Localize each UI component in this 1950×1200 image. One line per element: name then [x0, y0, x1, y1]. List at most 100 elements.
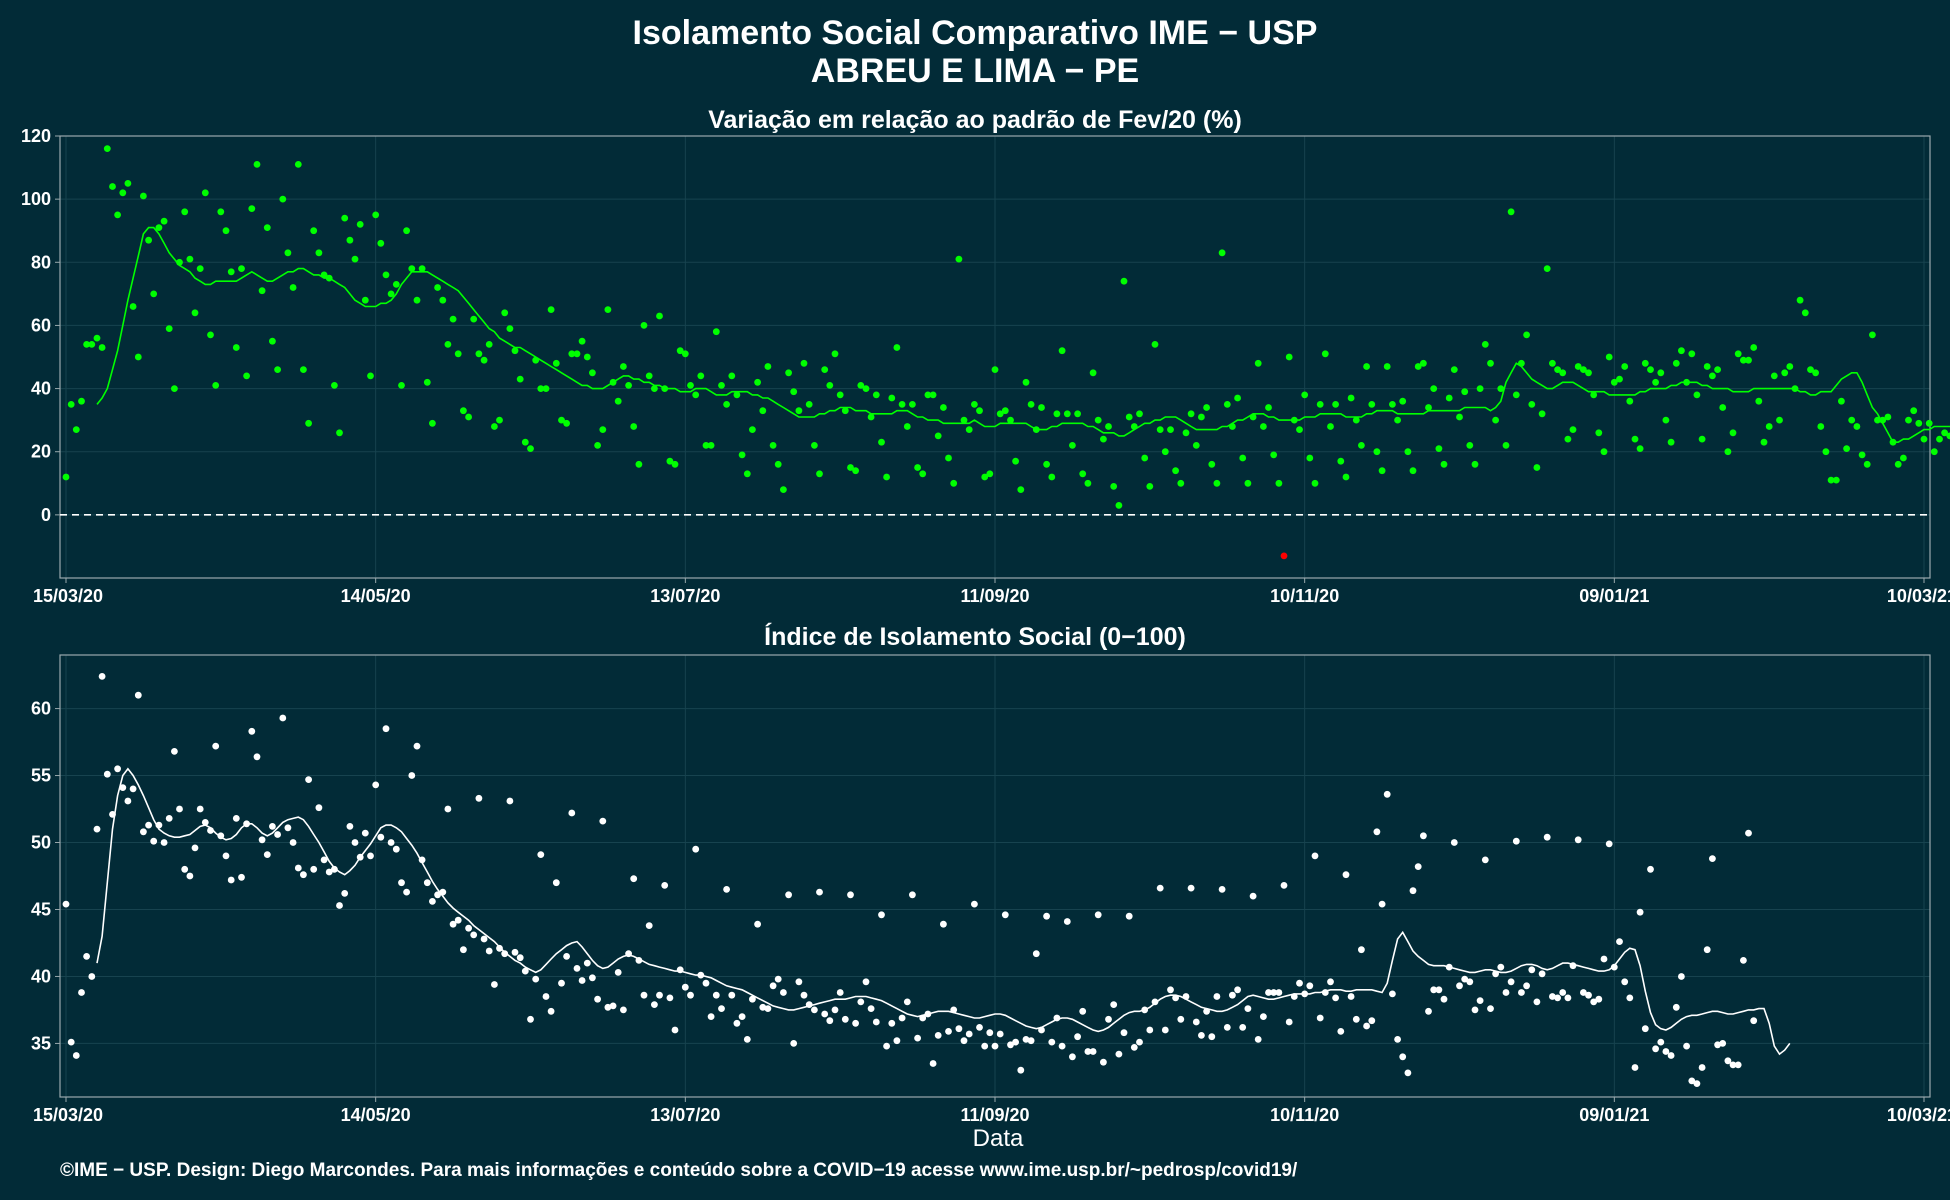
data-point — [1079, 470, 1087, 478]
data-point — [1471, 1006, 1479, 1014]
data-point — [1590, 998, 1598, 1006]
data-point — [532, 975, 540, 983]
data-point — [1001, 911, 1009, 919]
data-point — [460, 407, 467, 415]
data-point — [1425, 404, 1432, 411]
y-tick-label: 120 — [21, 126, 51, 146]
data-point — [403, 888, 410, 896]
panel1-title: Variação em relação ao padrão de Fev/20 … — [708, 106, 1242, 134]
data-point — [521, 967, 529, 975]
data-point — [1574, 363, 1582, 370]
data-point — [1641, 359, 1649, 367]
data-point — [1048, 1038, 1056, 1046]
data-point — [996, 1030, 1004, 1038]
data-point — [1476, 385, 1484, 392]
data-point — [888, 1019, 896, 1027]
data-point — [599, 426, 607, 433]
data-point — [1130, 1044, 1138, 1051]
data-point — [1275, 479, 1283, 487]
data-point — [1383, 790, 1391, 798]
data-point — [589, 974, 596, 982]
data-point — [1492, 416, 1499, 424]
data-point — [1404, 448, 1412, 456]
data-point — [1781, 369, 1789, 377]
data-point — [981, 1042, 989, 1050]
data-point — [552, 359, 560, 367]
data-point — [563, 419, 570, 427]
data-point — [800, 359, 808, 367]
data-point — [1724, 448, 1732, 456]
data-point — [1523, 331, 1530, 339]
data-point — [83, 953, 90, 960]
data-point — [1296, 426, 1303, 433]
data-point — [1342, 871, 1350, 879]
x-tick-label: 10/03/21 — [1887, 586, 1950, 606]
data-point — [1058, 347, 1066, 355]
data-point — [429, 419, 436, 427]
data-point — [269, 823, 276, 830]
data-point — [114, 211, 121, 219]
data-point — [1600, 448, 1608, 456]
data-point — [1574, 836, 1582, 844]
data-point — [434, 891, 441, 899]
data-point — [1100, 435, 1107, 443]
data-point — [903, 998, 911, 1006]
data-point — [1425, 1007, 1432, 1015]
data-point — [1745, 829, 1752, 837]
data-point — [1641, 1025, 1649, 1033]
data-point — [620, 363, 627, 370]
data-point — [991, 1042, 999, 1050]
data-point — [1161, 1026, 1169, 1034]
data-point — [955, 255, 963, 263]
data-point — [1141, 454, 1149, 462]
data-point — [1554, 366, 1561, 373]
data-point — [625, 382, 632, 389]
data-point — [1254, 1036, 1262, 1043]
data-point — [331, 865, 338, 873]
data-point — [1941, 429, 1948, 437]
data-point — [413, 296, 421, 304]
x-tick-label: 14/05/20 — [341, 586, 411, 606]
data-point — [1858, 451, 1866, 459]
data-point — [1445, 963, 1453, 971]
data-point — [372, 211, 380, 219]
data-point — [986, 470, 994, 478]
data-point — [640, 322, 648, 329]
data-point — [836, 391, 844, 399]
data-point — [558, 979, 565, 987]
data-point — [1038, 404, 1045, 411]
data-point — [1368, 401, 1376, 408]
data-point — [129, 785, 137, 793]
data-point — [1657, 1038, 1665, 1046]
data-point — [212, 382, 220, 389]
data-point — [1156, 426, 1164, 433]
data-point — [1249, 413, 1257, 421]
data-point — [1549, 993, 1556, 1000]
data-point — [1414, 863, 1422, 870]
data-point — [346, 823, 354, 830]
data-point — [1105, 1015, 1112, 1023]
credit-footer: ©IME − USP. Design: Diego Marcondes. Par… — [60, 1160, 1298, 1181]
y-tick-label: 35 — [31, 1033, 51, 1053]
data-point — [501, 309, 509, 317]
data-point — [1693, 391, 1701, 399]
data-point — [630, 423, 638, 430]
data-point — [1801, 309, 1809, 317]
data-point — [1161, 448, 1169, 456]
data-point — [1187, 410, 1195, 418]
data-point — [640, 991, 648, 999]
data-point — [429, 898, 436, 905]
data-point — [62, 900, 70, 908]
data-point — [1069, 442, 1076, 449]
data-point — [1750, 344, 1758, 351]
data-point — [1543, 833, 1551, 841]
data-point — [310, 227, 318, 235]
data-point — [811, 1006, 818, 1014]
y-tick-label: 0 — [41, 505, 51, 525]
data-point — [898, 1014, 906, 1022]
data-point — [630, 875, 638, 883]
data-point — [599, 817, 607, 825]
data-point — [305, 776, 312, 783]
data-point — [1487, 1005, 1494, 1012]
data-point — [392, 845, 400, 853]
